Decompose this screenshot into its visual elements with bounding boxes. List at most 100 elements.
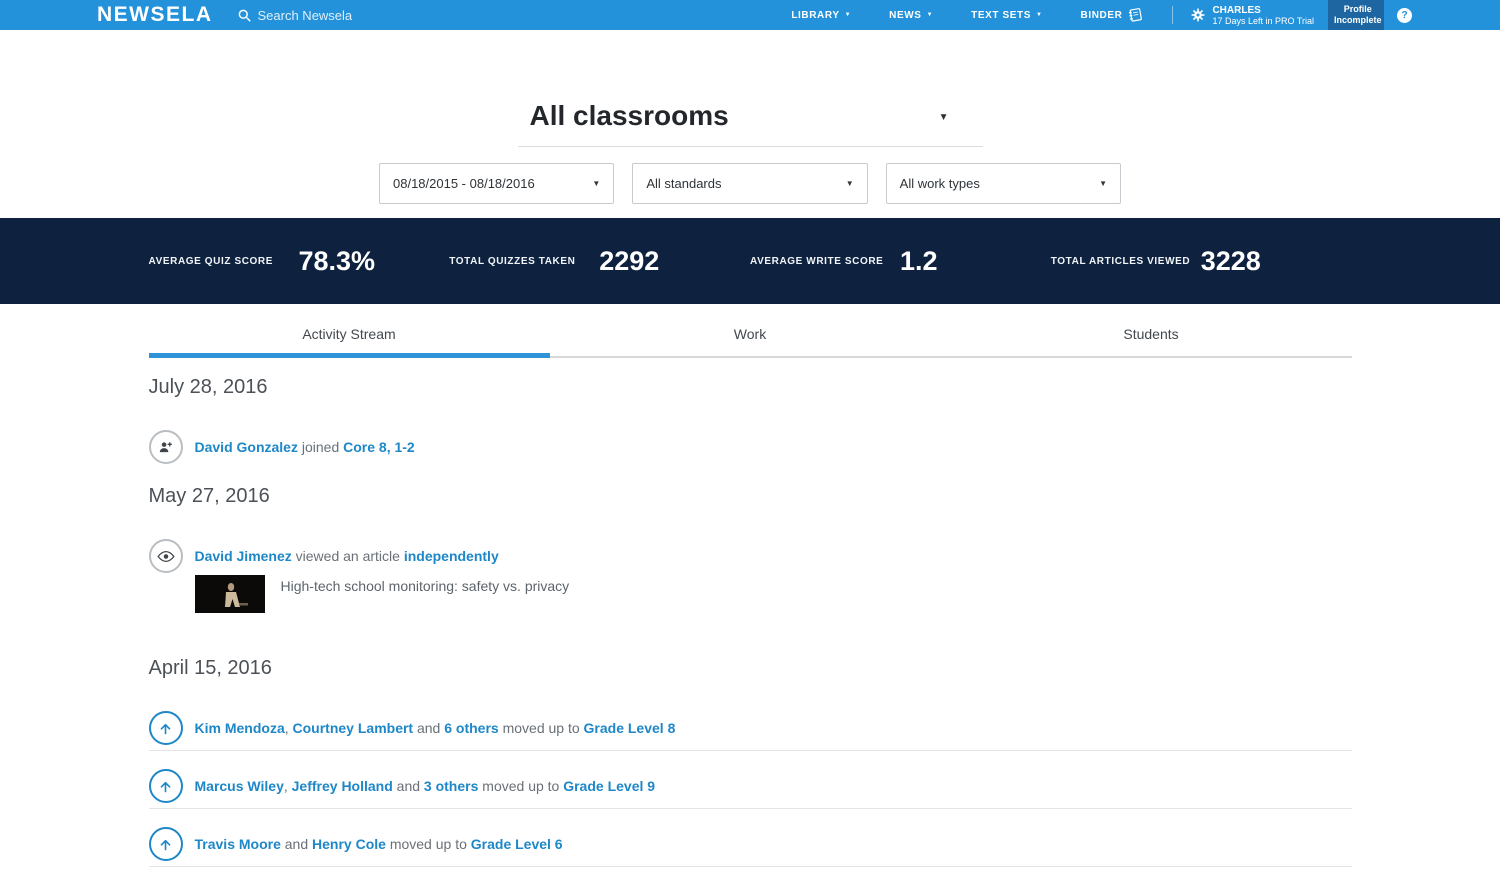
entry-text: David Jimenez viewed an article independ…	[194, 539, 570, 613]
chevron-down-icon: ▼	[926, 12, 934, 18]
student-link[interactable]: Travis Moore	[194, 836, 281, 852]
stat-label: TOTAL ARTICLES VIEWED	[1050, 255, 1191, 267]
classroom-selector-value: All classrooms	[529, 100, 729, 131]
arrow-up-icon	[148, 827, 183, 861]
entry-plain-text: ,	[284, 720, 293, 736]
filter-row: 08/18/2015 - 08/18/2016 ▼ All standards …	[379, 163, 1121, 204]
entry-text: Kim Mendoza, Courtney Lambert and 6 othe…	[195, 711, 676, 738]
nav-item-text-sets[interactable]: TEXT SETS ▼	[952, 0, 1061, 30]
chevron-down-icon: ▼	[845, 178, 854, 188]
entry-plain-text: joined	[297, 439, 344, 455]
student-link[interactable]: Jeffrey Holland	[291, 778, 393, 794]
stat-value: 2292	[599, 245, 660, 276]
nav-item-library[interactable]: LIBRARY ▼	[772, 0, 870, 30]
stat-total-quizzes-taken: TOTAL QUIZZES TAKEN 2292	[449, 246, 750, 277]
work-types-value: All work types	[899, 176, 980, 191]
arrow-up-icon	[148, 711, 183, 745]
grade-level-link[interactable]: Grade Level 6	[470, 836, 563, 852]
standards-filter[interactable]: All standards ▼	[632, 163, 868, 204]
stat-value: 3228	[1200, 245, 1261, 276]
standards-value: All standards	[646, 176, 722, 191]
account-text: CHARLES 17 Days Left in PRO Trial	[1212, 5, 1314, 26]
classroom-link[interactable]: Core 8, 1-2	[343, 439, 415, 455]
stats-inner: AVERAGE QUIZ SCORE 78.3% TOTAL QUIZZES T…	[149, 246, 1352, 277]
eye-icon	[148, 539, 183, 573]
entry-plain-text: moved up to	[478, 778, 564, 794]
entry-text: Travis Moore and Henry Cole moved up to …	[195, 827, 563, 854]
account-menu[interactable]: CHARLES 17 Days Left in PRO Trial	[1183, 0, 1328, 30]
activity-entry-joined: David Gonzalez joined Core 8, 1-2	[148, 430, 1352, 464]
student-link[interactable]: Henry Cole	[312, 836, 386, 852]
nav-item-label: TEXT SETS	[971, 9, 1031, 21]
stat-average-write-score: AVERAGE WRITE SCORE 1.2	[750, 246, 1051, 277]
others-link[interactable]: 6 others	[444, 720, 499, 736]
student-link[interactable]: Kim Mendoza	[194, 720, 285, 736]
top-nav-bar: NEWSELA Search Newsela LIBRARY ▼ NEWS ▼ …	[0, 0, 1500, 30]
student-link[interactable]: David Jimenez	[194, 548, 292, 564]
entry-plain-text: moved up to	[498, 720, 584, 736]
nav-right-group: LIBRARY ▼ NEWS ▼ TEXT SETS ▼ BINDER	[772, 0, 1500, 30]
date-range-filter[interactable]: 08/18/2015 - 08/18/2016 ▼	[379, 163, 615, 204]
student-link[interactable]: David Gonzalez	[194, 439, 298, 455]
grade-level-link[interactable]: Grade Level 9	[563, 778, 656, 794]
activity-entry-viewed: David Jimenez viewed an article independ…	[148, 539, 1352, 613]
stat-total-articles-viewed: TOTAL ARTICLES VIEWED 3228	[1051, 246, 1352, 277]
grade-level-link[interactable]: Grade Level 8	[583, 720, 676, 736]
chevron-down-icon: ▼	[1035, 12, 1043, 18]
tab-students[interactable]: Students	[1123, 326, 1179, 342]
nav-item-binder[interactable]: BINDER	[1062, 0, 1163, 30]
stat-value: 1.2	[900, 245, 938, 276]
activity-entry-level-up: Marcus Wiley, Jeffrey Holland and 3 othe…	[148, 751, 1352, 809]
nav-item-label: BINDER	[1080, 9, 1123, 21]
chevron-down-icon: ▼	[592, 178, 601, 188]
chevron-down-icon: ▼	[1099, 178, 1107, 188]
tab-activity-stream[interactable]: Activity Stream	[148, 313, 550, 358]
nav-item-label: LIBRARY	[791, 9, 840, 21]
nav-separator	[1172, 6, 1174, 24]
user-add-icon	[148, 430, 183, 464]
tab-work[interactable]: Work	[733, 326, 767, 342]
classroom-selector[interactable]: All classrooms ▼	[517, 100, 983, 147]
student-link[interactable]: Courtney Lambert	[292, 720, 414, 736]
help-icon[interactable]: ?	[1397, 7, 1412, 23]
chevron-down-icon: ▼	[844, 12, 852, 18]
entry-plain-text: and	[413, 720, 445, 736]
nav-item-label: NEWS	[889, 9, 922, 21]
article-title: High-tech school monitoring: safety vs. …	[280, 578, 570, 594]
trial-status: 17 Days Left in PRO Trial	[1212, 15, 1314, 26]
gear-icon	[1192, 8, 1205, 22]
search-icon	[238, 9, 251, 22]
date-header: May 27, 2016	[148, 485, 270, 507]
independently-link[interactable]: independently	[403, 548, 499, 564]
account-name: CHARLES	[1212, 4, 1261, 16]
stat-value: 78.3%	[298, 245, 376, 276]
date-range-value: 08/18/2015 - 08/18/2016	[393, 176, 535, 191]
entry-plain-text: and	[392, 778, 424, 794]
stat-label: AVERAGE QUIZ SCORE	[148, 255, 274, 267]
nav-item-news[interactable]: NEWS ▼	[870, 0, 952, 30]
tab-bar: Activity Stream Work Students	[148, 313, 1352, 358]
search-input[interactable]: Search Newsela	[238, 0, 352, 30]
stat-label: AVERAGE WRITE SCORE	[750, 255, 884, 267]
work-types-filter[interactable]: All work types ▼	[885, 163, 1121, 204]
entry-plain-text: moved up to	[385, 836, 471, 852]
activity-entry-partial	[149, 867, 1352, 878]
date-header: April 15, 2016	[148, 657, 272, 679]
activity-stream: July 28, 2016 David Gonzalez joined Core…	[148, 376, 1352, 878]
entry-plain-text: viewed an article	[291, 548, 404, 564]
article-card[interactable]: High-tech school monitoring: safety vs. …	[194, 575, 570, 613]
entry-plain-text: and	[280, 836, 313, 852]
entry-text: David Gonzalez joined Core 8, 1-2	[195, 430, 415, 457]
others-link[interactable]: 3 others	[423, 778, 479, 794]
stats-bar: AVERAGE QUIZ SCORE 78.3% TOTAL QUIZZES T…	[0, 218, 1500, 304]
stat-label: TOTAL QUIZZES TAKEN	[449, 255, 576, 267]
entry-plain-text: ,	[283, 778, 292, 794]
stat-average-quiz-score: AVERAGE QUIZ SCORE 78.3%	[149, 246, 450, 277]
date-header: July 28, 2016	[148, 376, 268, 398]
student-link[interactable]: Marcus Wiley	[194, 778, 284, 794]
arrow-up-icon	[148, 769, 183, 803]
article-thumbnail	[194, 575, 265, 613]
newsela-logo[interactable]: NEWSELA	[97, 3, 213, 26]
profile-incomplete-button[interactable]: Profile Incomplete	[1328, 0, 1384, 30]
entry-text: Marcus Wiley, Jeffrey Holland and 3 othe…	[195, 769, 656, 796]
